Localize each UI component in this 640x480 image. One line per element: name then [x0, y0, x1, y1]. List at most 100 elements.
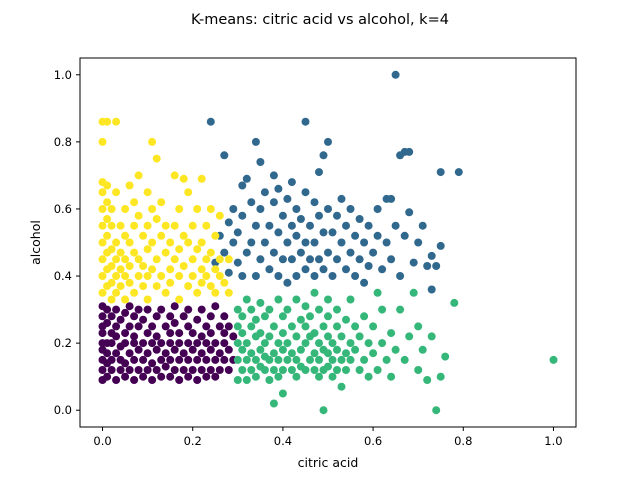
data-point [170, 366, 179, 374]
data-point [373, 205, 382, 213]
data-point [238, 181, 247, 190]
data-point [373, 366, 382, 374]
data-point [206, 345, 215, 354]
data-point [319, 322, 328, 331]
cluster-3-points [98, 117, 233, 304]
data-point [233, 355, 242, 364]
data-point [333, 255, 341, 264]
data-point [107, 295, 116, 304]
data-point [98, 329, 107, 338]
data-point [301, 322, 310, 331]
data-point [391, 345, 400, 354]
data-point [247, 238, 256, 247]
data-point [134, 211, 143, 220]
data-point [256, 158, 265, 166]
data-point [414, 322, 423, 331]
data-point [202, 372, 211, 381]
data-point [197, 265, 206, 274]
data-point [310, 349, 319, 358]
data-point [130, 312, 139, 321]
data-point [134, 171, 143, 180]
data-point [179, 174, 188, 183]
data-point [170, 221, 179, 230]
data-point [211, 302, 220, 311]
data-point [206, 205, 215, 213]
data-point [148, 265, 157, 274]
data-point [296, 315, 305, 324]
data-point [278, 312, 287, 321]
data-point [242, 355, 251, 364]
y-tick-label: 1.0 [54, 68, 72, 82]
data-point [324, 312, 332, 321]
data-point [175, 329, 184, 338]
data-point [224, 322, 233, 331]
data-point [152, 345, 161, 354]
data-point [166, 238, 175, 247]
data-point [130, 221, 139, 230]
data-point [387, 194, 396, 203]
data-point [193, 376, 202, 384]
data-point [193, 245, 202, 254]
data-point [112, 322, 121, 331]
data-point [148, 339, 157, 348]
data-point [98, 188, 107, 197]
data-point [278, 345, 287, 354]
data-point [355, 255, 364, 264]
data-point [130, 288, 139, 297]
data-point [265, 332, 274, 341]
data-point [256, 205, 265, 213]
data-point [197, 332, 206, 341]
data-point [310, 198, 319, 207]
data-point [409, 288, 418, 297]
data-point [107, 355, 116, 364]
data-point [224, 255, 233, 264]
data-point [143, 272, 152, 280]
data-point [121, 255, 130, 264]
data-point [121, 339, 130, 348]
data-point [265, 305, 274, 314]
data-point [103, 319, 112, 327]
data-point [161, 248, 170, 257]
data-point [301, 117, 310, 126]
data-point [432, 406, 441, 415]
data-point [233, 228, 242, 237]
data-point [157, 272, 166, 280]
data-point [351, 345, 360, 354]
x-tick-label: 1.0 [544, 434, 562, 448]
data-point [251, 315, 260, 324]
data-point [184, 339, 193, 348]
data-point [333, 211, 341, 220]
data-point [166, 372, 175, 381]
data-point [315, 355, 323, 364]
data-point [405, 332, 414, 341]
data-point [148, 205, 157, 213]
data-point [206, 117, 215, 126]
data-point [193, 339, 202, 348]
data-point [306, 221, 314, 230]
x-tick-label: 0.4 [274, 434, 292, 448]
data-point [166, 278, 175, 287]
data-point [152, 366, 161, 374]
data-point [193, 355, 202, 364]
data-point [206, 366, 215, 374]
data-point [121, 205, 130, 213]
data-point [143, 349, 152, 358]
data-point [98, 238, 107, 247]
data-point [103, 181, 112, 190]
data-point [161, 221, 170, 230]
data-point [157, 355, 166, 364]
data-point [319, 228, 328, 237]
data-point [215, 272, 224, 280]
data-point [107, 278, 116, 287]
data-point [112, 238, 121, 247]
data-point [139, 262, 148, 270]
data-point [423, 376, 432, 384]
data-point [157, 231, 166, 240]
data-point [454, 168, 463, 177]
data-point [346, 248, 355, 257]
data-point [125, 238, 134, 247]
data-point [211, 372, 220, 381]
data-point [247, 322, 256, 331]
data-point [193, 315, 202, 324]
data-point [342, 366, 350, 374]
